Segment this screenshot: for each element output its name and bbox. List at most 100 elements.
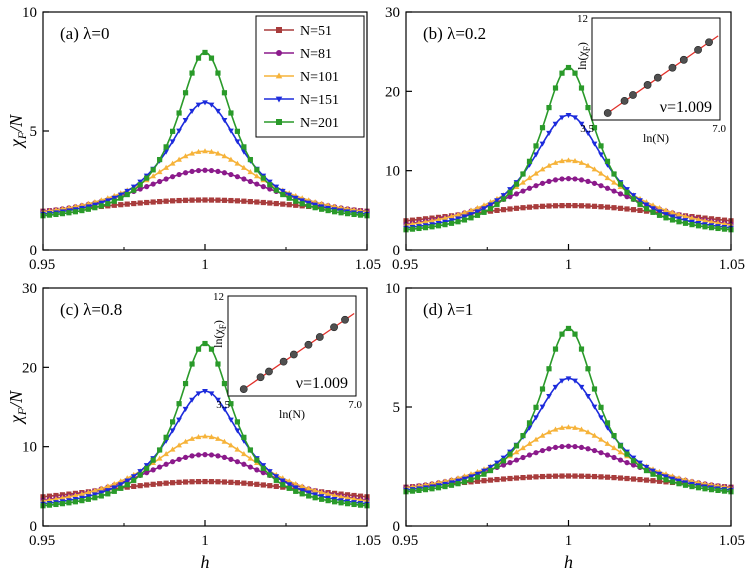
- panel-label: (c) λ=0.8: [60, 300, 122, 319]
- data-point: [565, 64, 572, 71]
- data-point: [500, 193, 507, 199]
- data-point: [520, 179, 526, 185]
- data-point: [325, 498, 331, 504]
- data-point: [526, 204, 533, 210]
- data-point: [111, 480, 118, 487]
- data-point: [53, 501, 59, 508]
- data-point: [247, 455, 254, 461]
- data-point: [656, 474, 663, 480]
- data-point: [176, 156, 182, 162]
- data-point: [150, 167, 156, 173]
- data-point: [721, 226, 728, 232]
- data-point: [118, 485, 124, 491]
- data-point: [572, 424, 578, 430]
- data-point: [604, 474, 611, 480]
- data-point: [280, 201, 286, 207]
- data-point: [170, 480, 176, 486]
- data-point: [546, 446, 552, 452]
- data-point: [104, 488, 111, 494]
- data-point: [221, 438, 228, 444]
- data-point: [176, 401, 182, 407]
- data-point: [228, 417, 234, 423]
- data-point: [468, 474, 474, 480]
- data-point: [559, 203, 565, 209]
- data-point: [617, 205, 624, 211]
- data-point: [604, 175, 611, 181]
- data-point: [422, 218, 429, 224]
- data-point: [247, 198, 253, 205]
- data-point: [293, 488, 299, 494]
- data-point: [169, 139, 176, 145]
- data-point: [611, 171, 617, 177]
- data-point: [695, 216, 702, 222]
- data-point: [598, 204, 604, 210]
- data-point: [572, 331, 578, 337]
- data-point: [448, 220, 455, 226]
- data-point: [585, 394, 591, 400]
- data-point: [163, 198, 169, 204]
- data-point: [552, 346, 559, 352]
- data-point: [455, 481, 461, 487]
- data-point: [578, 444, 585, 451]
- inset-point: [341, 315, 349, 324]
- data-point: [533, 415, 539, 421]
- data-point: [565, 113, 572, 119]
- data-point: [656, 471, 663, 477]
- data-point: [721, 217, 728, 223]
- data-point: [208, 346, 215, 352]
- data-point: [481, 206, 487, 212]
- data-point: [293, 198, 299, 204]
- data-point: [663, 215, 669, 221]
- data-point: [578, 473, 585, 479]
- data-point: [546, 130, 552, 136]
- panel-d: 0.95 1 1.05 0 5 10 (d) λ=1 h: [385, 281, 745, 572]
- data-point: [130, 184, 137, 190]
- data-point: [507, 187, 513, 193]
- data-point: [650, 471, 656, 477]
- data-point: [598, 436, 604, 442]
- data-point: [189, 397, 195, 403]
- inset-point: [603, 109, 612, 117]
- legend-entry: N=201: [300, 116, 339, 131]
- data-point: [124, 191, 130, 198]
- data-point: [617, 191, 624, 197]
- data-point: [533, 170, 539, 176]
- data-point: [260, 482, 266, 488]
- data-point: [79, 490, 85, 497]
- data-point: [79, 207, 85, 214]
- data-point: [234, 198, 240, 204]
- data-point: [598, 404, 604, 410]
- data-point: [617, 475, 624, 481]
- data-point: [215, 361, 221, 367]
- data-point: [416, 216, 422, 223]
- data-point: [169, 428, 176, 434]
- inset: 3.5 7.0 12 ln(N) ln(χF) ν=1.009: [211, 291, 363, 421]
- y-tick-label: 30: [385, 5, 400, 21]
- data-point: [267, 182, 273, 188]
- data-point: [247, 481, 253, 487]
- data-point: [92, 205, 98, 211]
- data-point: [208, 102, 215, 108]
- data-point: [189, 453, 195, 459]
- data-point: [189, 197, 195, 203]
- data-point: [552, 159, 559, 165]
- data-point: [189, 168, 195, 175]
- data-point: [461, 479, 468, 485]
- data-point: [137, 483, 143, 489]
- data-point: [124, 188, 131, 195]
- data-point: [144, 482, 150, 488]
- data-point: [150, 181, 156, 187]
- data-point: [630, 476, 637, 482]
- data-point: [286, 192, 293, 198]
- data-point: [591, 473, 598, 480]
- data-point: [279, 188, 286, 195]
- data-point: [500, 196, 507, 202]
- data-point: [319, 206, 325, 212]
- data-point: [72, 209, 78, 215]
- data-point: [202, 167, 208, 173]
- y-tick-label: 0: [393, 519, 401, 535]
- data-point: [435, 216, 442, 222]
- inset-point: [668, 63, 677, 72]
- data-point: [533, 143, 539, 149]
- data-point: [137, 186, 143, 192]
